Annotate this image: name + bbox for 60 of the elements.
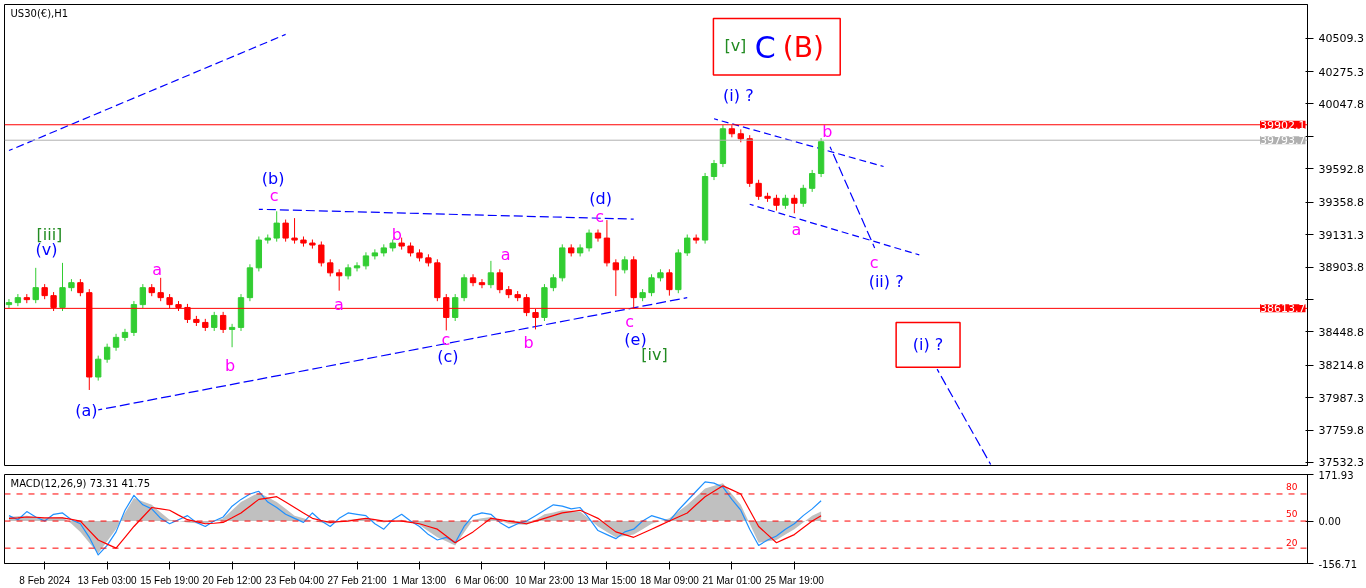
annotation: c xyxy=(441,329,451,349)
x-tick-label: 25 Mar 19:00 xyxy=(764,574,825,586)
y-tick-label: 37532.3 xyxy=(1318,456,1364,470)
x-tick-label: 1 Mar 13:00 xyxy=(392,574,447,586)
x-tick-label: 18 Mar 09:00 xyxy=(639,574,700,586)
y-tick-label: 40509.3 xyxy=(1318,32,1364,46)
ref-line-label: 39793.7 xyxy=(1260,134,1306,148)
chart-title: US30(€),H1 xyxy=(10,7,69,19)
x-tick-label: 21 Mar 01:00 xyxy=(702,574,762,586)
annotation: b xyxy=(391,224,402,244)
x-tick-label: 13 Feb 03:00 xyxy=(77,574,138,586)
y-tick-label: 37759.8 xyxy=(1318,424,1364,438)
annotation: (e) xyxy=(624,329,647,349)
annotation: (c) xyxy=(437,346,459,366)
x-tick-label: 23 Feb 04:00 xyxy=(265,574,325,586)
y-tick-label: 38903.8 xyxy=(1318,261,1364,275)
x-tick-label: 10 Mar 23:00 xyxy=(514,574,575,586)
y-tick-label: 40047.8 xyxy=(1318,98,1364,111)
y-tick-label: 39592.8 xyxy=(1318,162,1364,176)
y-tick-label: 0.00 xyxy=(1318,516,1341,528)
annotation: (B) xyxy=(782,30,824,64)
annotation: (i) ? xyxy=(912,334,944,354)
x-tick-label: 13 Mar 15:00 xyxy=(577,574,637,586)
chart-title: MACD(12,26,9) 73.31 41.75 xyxy=(10,477,151,489)
annotation: (i) ? xyxy=(723,86,754,106)
annotation: c xyxy=(595,206,604,226)
annotation: a xyxy=(500,245,511,265)
y-tick-label: -156.71 xyxy=(1318,558,1358,570)
y-tick-label: 37987.3 xyxy=(1318,391,1364,405)
annotation: c xyxy=(625,311,634,331)
annotation: c xyxy=(269,185,279,205)
annotation: (d) xyxy=(589,188,612,208)
y-tick-label: 38448.8 xyxy=(1318,325,1364,339)
annotation: c xyxy=(869,253,879,273)
annotation: a xyxy=(152,260,163,280)
annotation: b xyxy=(225,355,236,375)
y-tick-label: 39358.8 xyxy=(1318,196,1364,210)
x-tick-label: 8 Feb 2024 xyxy=(19,574,71,586)
annotation: [v] xyxy=(724,35,747,55)
annotation: (a) xyxy=(75,401,98,421)
annotation: 20 xyxy=(1286,537,1298,548)
x-tick-label: 27 Feb 21:00 xyxy=(327,574,387,586)
annotation: 80 xyxy=(1286,482,1298,493)
annotation: b xyxy=(523,332,534,352)
ref-line-label: 38613.7 xyxy=(1260,302,1306,316)
annotation: [iii] xyxy=(36,224,63,244)
y-tick-label: 40275.3 xyxy=(1318,65,1364,79)
ref-line-label: 39902.1 xyxy=(1260,118,1306,132)
annotation: 50 xyxy=(1286,508,1298,519)
x-tick-label: 20 Feb 12:00 xyxy=(202,574,262,586)
y-tick-label: 38214.8 xyxy=(1318,359,1364,373)
x-tick-label: 6 Mar 06:00 xyxy=(455,574,510,586)
annotation: (ii) ? xyxy=(868,272,904,292)
annotation: b xyxy=(822,122,833,142)
y-tick-label: 39131.3 xyxy=(1318,228,1364,242)
annotation: a xyxy=(791,219,802,239)
x-tick-label: 15 Feb 19:00 xyxy=(140,574,200,586)
annotation: (b) xyxy=(261,168,285,188)
annotation: C xyxy=(754,29,776,65)
y-tick-label: 171.93 xyxy=(1318,469,1354,481)
